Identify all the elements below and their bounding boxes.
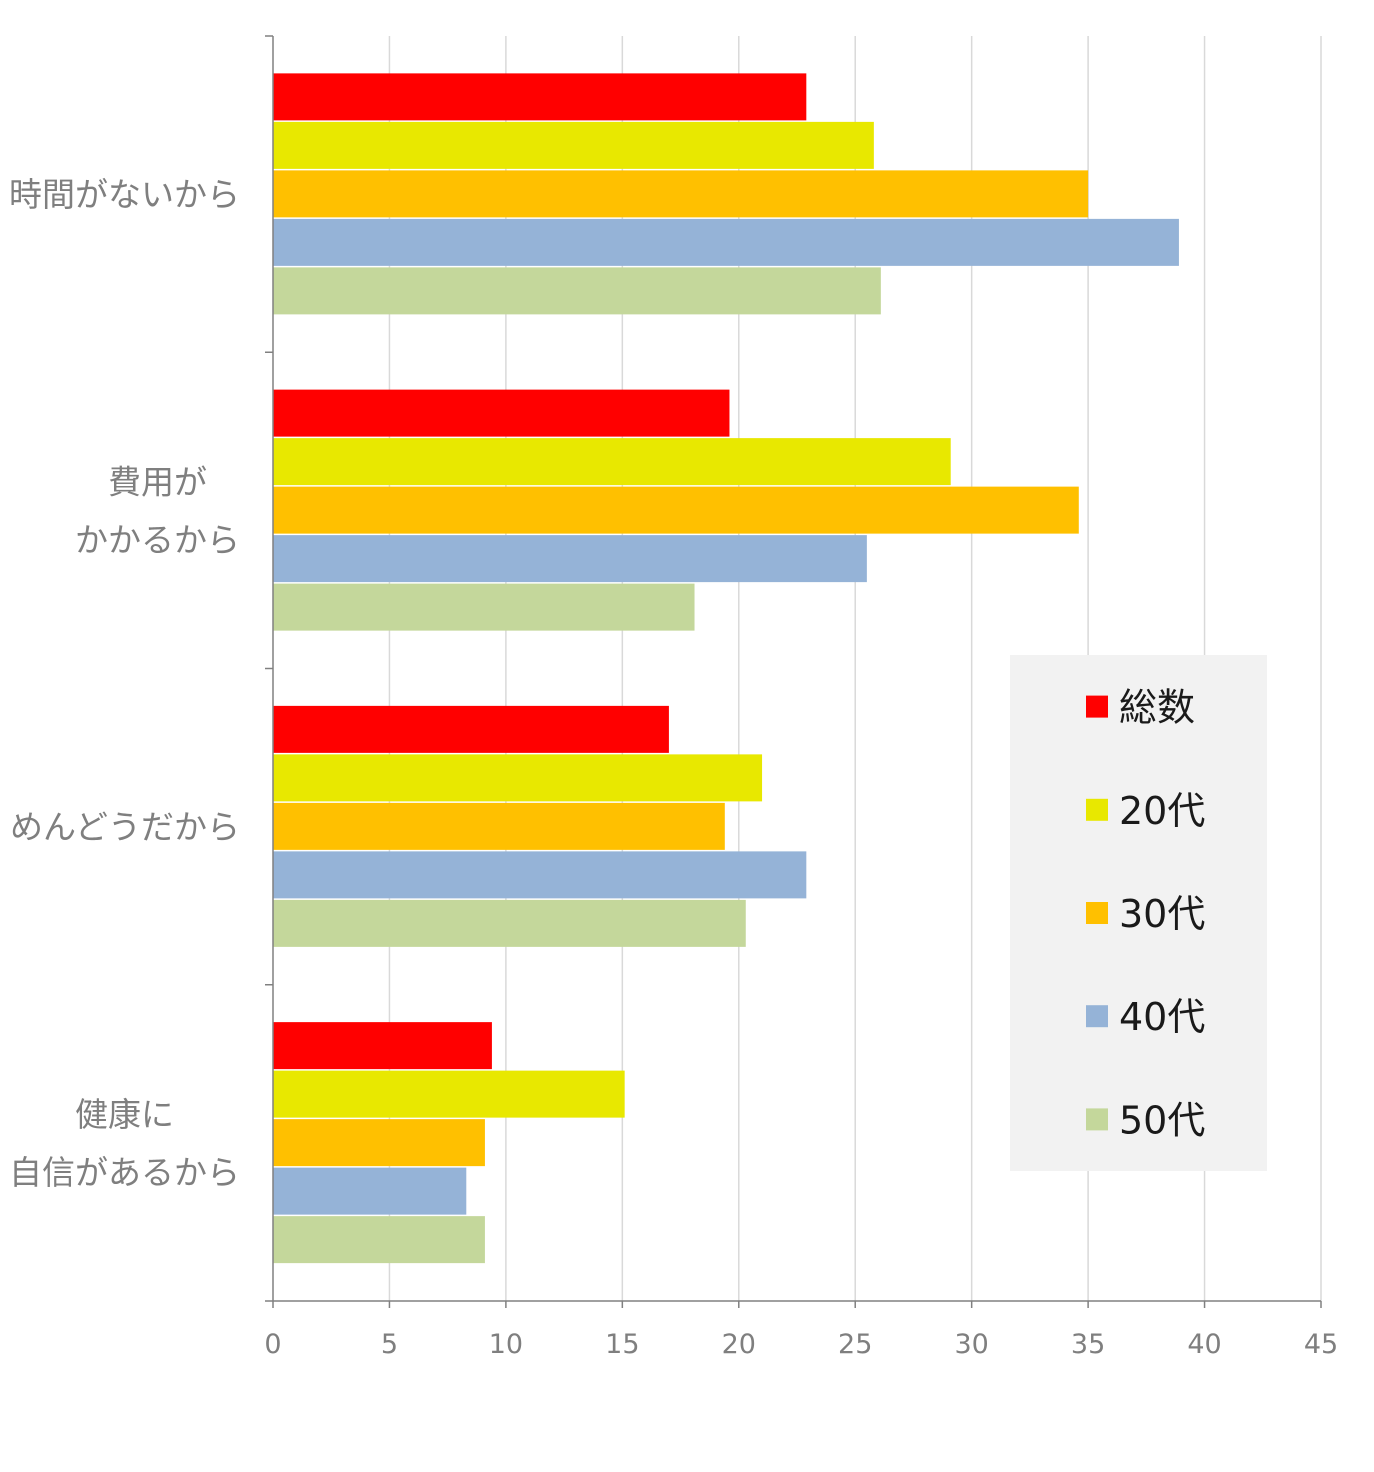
x-tick-label: 30 [954,1329,988,1360]
legend-swatch [1086,798,1108,821]
bar [273,438,951,486]
bar [273,754,763,802]
bar [273,535,867,583]
legend-box [1010,655,1267,1171]
bar [273,583,695,631]
bar [273,121,874,169]
x-tick-label: 45 [1304,1329,1338,1360]
bar [273,267,881,315]
category-label: 費用が [108,462,207,501]
legend-label: 50代 [1119,1098,1205,1142]
bar [273,1216,485,1264]
bar [273,802,725,850]
bar [273,218,1179,266]
legend-label: 20代 [1119,789,1205,833]
x-tick-label: 0 [264,1329,281,1360]
x-tick-label: 35 [1071,1329,1105,1360]
category-label: 健康に [75,1095,174,1134]
legend: 総数 20代 30代 40代 50代 [1010,655,1267,1171]
legend-swatch [1086,1005,1108,1028]
x-tick-label: 20 [722,1329,756,1360]
x-tick-label: 10 [489,1329,523,1360]
bars [273,73,1179,1264]
x-tick-label: 5 [381,1329,398,1360]
legend-label: 総数 [1119,686,1195,730]
legend-swatch [1086,902,1108,924]
bar [273,170,1089,218]
category-label: 時間がないから [9,175,240,214]
x-tick-label: 40 [1187,1329,1221,1360]
bar [273,899,746,947]
bar [273,1119,485,1167]
axes: 0 5 10 15 20 25 30 35 40 45 [264,35,1338,1360]
legend-swatch [1086,1108,1108,1131]
legend-label: 40代 [1119,995,1205,1039]
bar [273,73,807,121]
bar [273,389,730,437]
category-label: かかるから [75,520,240,559]
bar [273,851,807,899]
legend-swatch [1086,695,1108,718]
bar [273,705,669,753]
legend-label: 30代 [1119,892,1205,936]
category-label: めんどうだから [10,808,240,847]
x-tick-label: 15 [605,1329,639,1360]
bar [273,486,1079,534]
x-tick-label: 25 [838,1329,872,1360]
bar [273,1167,467,1215]
bar [273,1070,625,1118]
bar [273,1022,492,1070]
category-label: 自信があるから [9,1153,240,1192]
